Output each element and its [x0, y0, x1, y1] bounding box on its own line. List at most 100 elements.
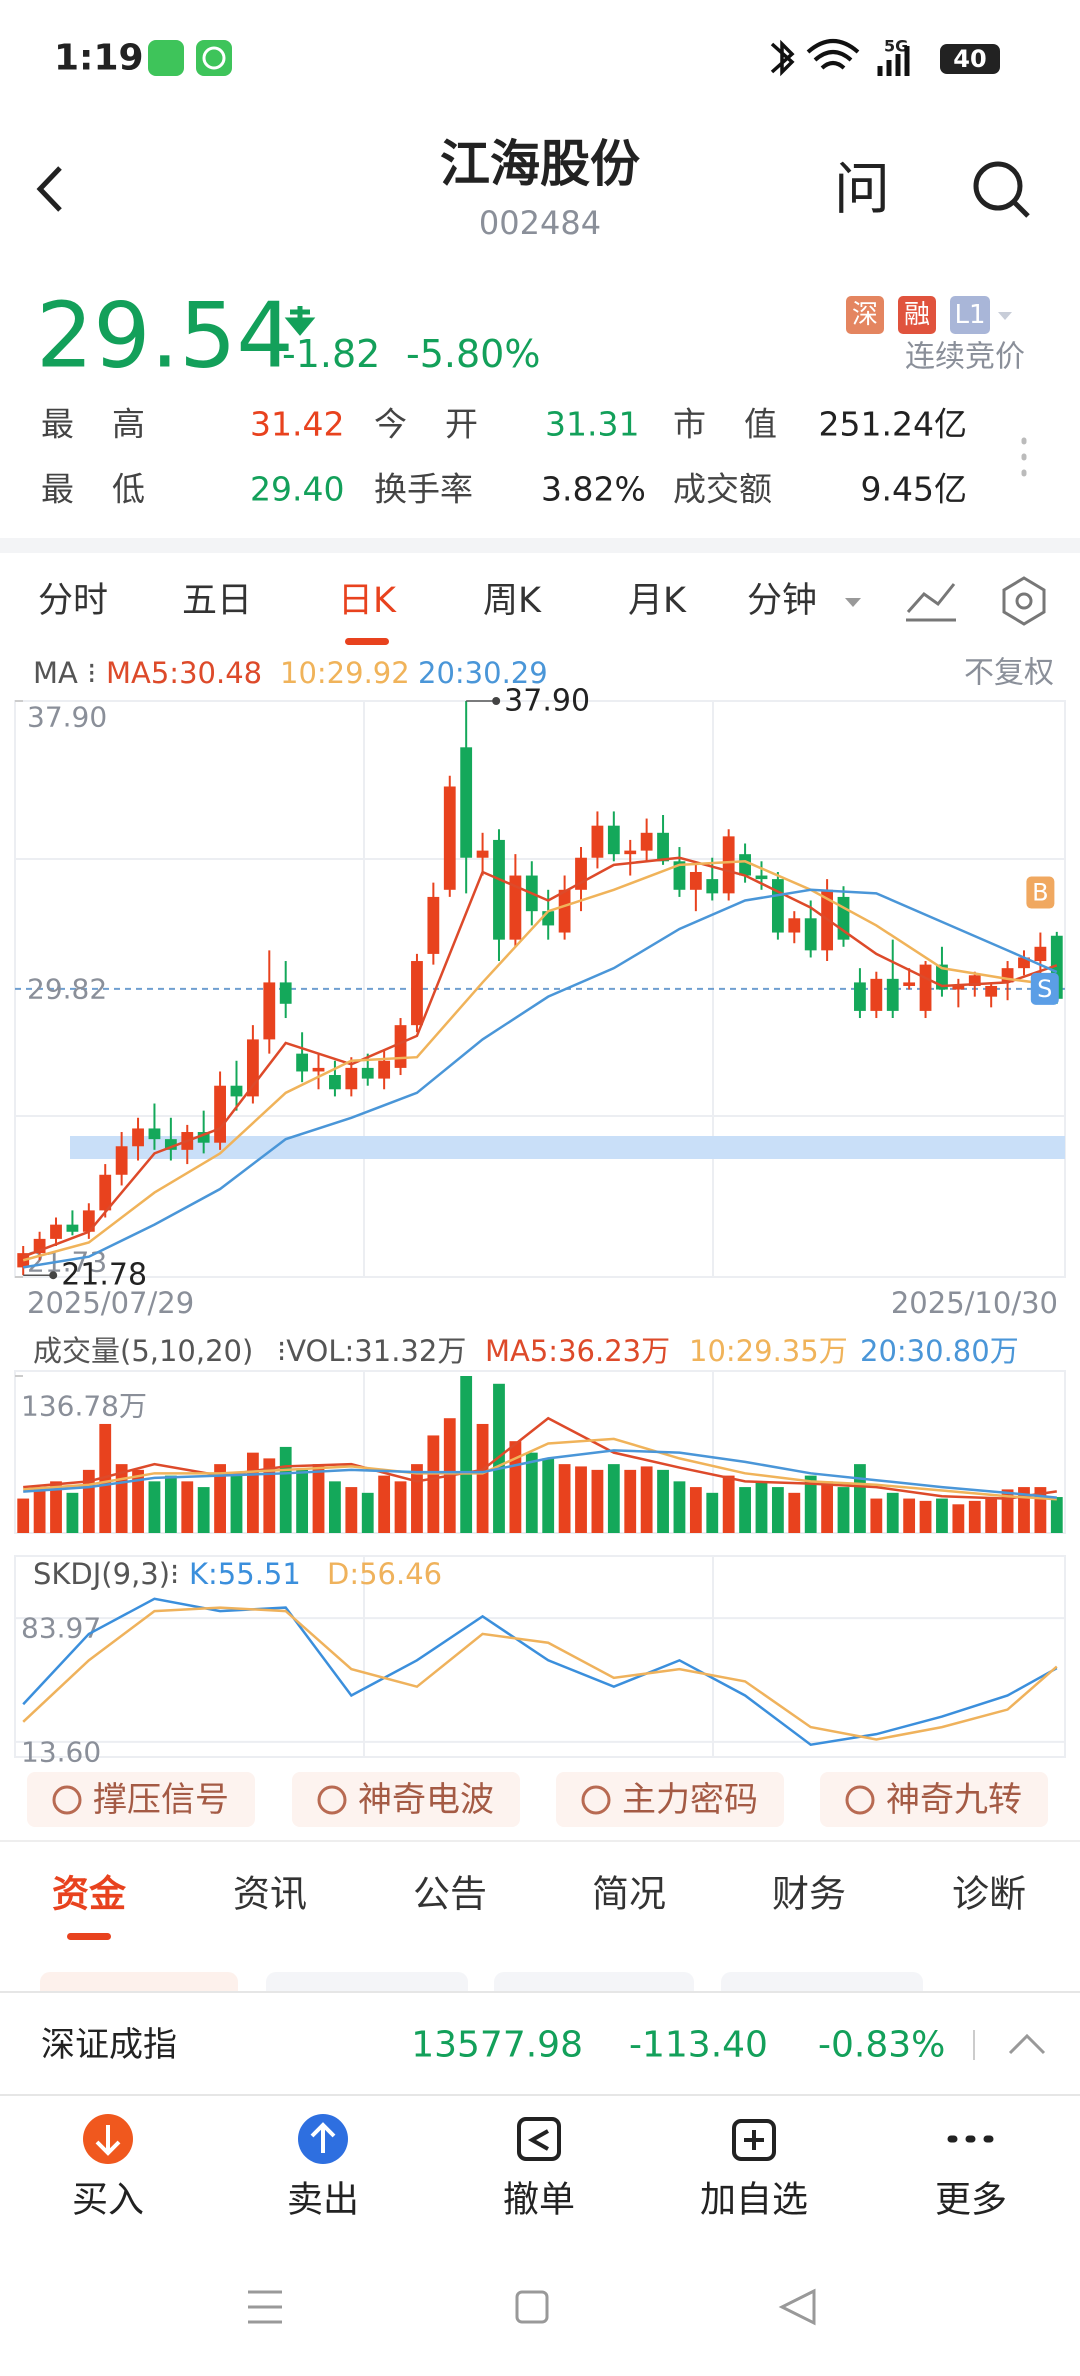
candle-body	[345, 1067, 358, 1090]
candle-body	[66, 1224, 79, 1232]
volume-bar	[837, 1487, 850, 1533]
candle-body	[903, 982, 916, 986]
candle-body	[263, 982, 276, 1040]
badge-dropdown	[998, 312, 1012, 320]
volume-bar	[132, 1469, 144, 1533]
stock-name: 江海股份	[440, 135, 640, 193]
signal-button[interactable]	[292, 1772, 520, 1827]
cancel-glyph	[527, 2129, 549, 2151]
volume-bar	[788, 1492, 801, 1533]
expand-button[interactable]	[1008, 2033, 1046, 2055]
action-label[interactable]: 撤单	[503, 2180, 575, 2221]
icon-glyph	[202, 46, 226, 70]
volume-bar	[952, 1504, 965, 1533]
volume-ma-line	[23, 1437, 1057, 1501]
back-button[interactable]	[36, 166, 62, 212]
trade-marker-label: S	[1037, 975, 1052, 1003]
candle-body	[1001, 968, 1014, 983]
price: 29.54	[36, 284, 294, 389]
nav-home[interactable]	[515, 2290, 549, 2324]
signal-icon	[877, 46, 910, 76]
volume-bar	[1050, 1497, 1063, 1533]
candle-body	[230, 1085, 243, 1097]
stat-value: 251.24亿	[819, 405, 967, 444]
volume-bar	[214, 1464, 226, 1533]
battery-icon	[940, 44, 1000, 74]
signal-button[interactable]	[820, 1772, 1048, 1827]
reference-label: 29.82	[27, 972, 107, 1005]
volume-bar	[755, 1481, 768, 1533]
nav-back[interactable]	[778, 2288, 816, 2326]
chart-tab[interactable]: 月K	[628, 581, 687, 621]
info-tab[interactable]: 财务	[772, 1873, 846, 1916]
volume-bar	[739, 1487, 751, 1533]
trade-marker	[1026, 876, 1055, 909]
stat-label: 今 开	[374, 405, 478, 444]
trading-status: 连续竞价	[905, 340, 1025, 375]
volume-bar	[345, 1487, 358, 1533]
legend-entry: MA5:30.48	[106, 656, 262, 690]
action-label[interactable]: 买入	[72, 2180, 144, 2221]
price-change-pct: -5.80%	[406, 332, 540, 376]
volume-value: ⁝VOL:31.32万	[277, 1334, 466, 1368]
candle-body	[493, 839, 505, 940]
volume-bar	[115, 1464, 128, 1533]
volume-bar	[591, 1469, 604, 1533]
candle-body	[936, 964, 948, 990]
signal-button[interactable]	[27, 1772, 255, 1827]
candle-body	[82, 1210, 95, 1232]
status-time: 1:19	[54, 38, 144, 79]
candle-body	[411, 961, 423, 1026]
volume-bar	[378, 1475, 391, 1533]
volume-bar	[870, 1498, 883, 1533]
nav-menu[interactable]	[248, 2290, 282, 2324]
candle-body	[968, 975, 981, 986]
info-tab[interactable]: 诊断	[952, 1873, 1026, 1916]
info-tab[interactable]: 资讯	[233, 1873, 307, 1916]
action-label[interactable]: 更多	[935, 2180, 1007, 2221]
ma-title: MA ⁝	[33, 656, 96, 690]
candle-body	[755, 875, 768, 880]
chart-tab[interactable]: 分钟	[747, 581, 817, 621]
info-tab[interactable]: 公告	[413, 1873, 487, 1916]
candle-body	[722, 836, 735, 894]
chart-tab[interactable]: 五日	[182, 581, 252, 621]
index-change-pct: -0.83%	[818, 2025, 945, 2066]
cancel-icon[interactable]	[517, 2117, 561, 2161]
search-button[interactable]	[973, 161, 1023, 211]
candle-body	[394, 1025, 407, 1068]
adjust-mode[interactable]: 不复权	[964, 656, 1054, 691]
index-bar[interactable]	[0, 1992, 1080, 2095]
volume-bar	[181, 1481, 194, 1533]
candle-body	[1018, 957, 1030, 969]
signal-button[interactable]	[556, 1772, 784, 1827]
skdj-line	[22, 1606, 1058, 1741]
candle-body	[427, 896, 440, 954]
candle-body	[640, 832, 653, 851]
indicator-icon[interactable]	[906, 583, 956, 622]
settings-icon[interactable]	[1002, 576, 1046, 626]
index-change: -113.40	[629, 2025, 768, 2066]
legend-entry: K:55.51	[189, 1557, 301, 1591]
chart-tab[interactable]: 分时	[38, 581, 108, 621]
badge	[898, 296, 936, 334]
info-tab[interactable]: 简况	[592, 1873, 666, 1916]
volume-bar	[607, 1464, 620, 1533]
volume-bar	[673, 1481, 686, 1533]
info-tab[interactable]: 资金	[52, 1873, 127, 1916]
volume-bar	[689, 1487, 702, 1533]
candle-body	[739, 854, 751, 876]
watch-icon[interactable]	[732, 2119, 776, 2161]
candle-body	[689, 871, 702, 890]
chart-tab[interactable]: 日K	[338, 581, 397, 621]
support-zone	[70, 1136, 1065, 1159]
chart-tab[interactable]: 周K	[483, 581, 542, 621]
candle-body	[886, 978, 899, 1011]
action-label[interactable]: 卖出	[287, 2180, 359, 2221]
ask-button[interactable]: 问	[834, 158, 890, 223]
skdj-title: SKDJ(9,3)⁝	[33, 1557, 179, 1591]
action-label[interactable]: 加自选	[700, 2180, 808, 2221]
volume-bar	[279, 1446, 292, 1533]
candle-body	[837, 896, 850, 940]
